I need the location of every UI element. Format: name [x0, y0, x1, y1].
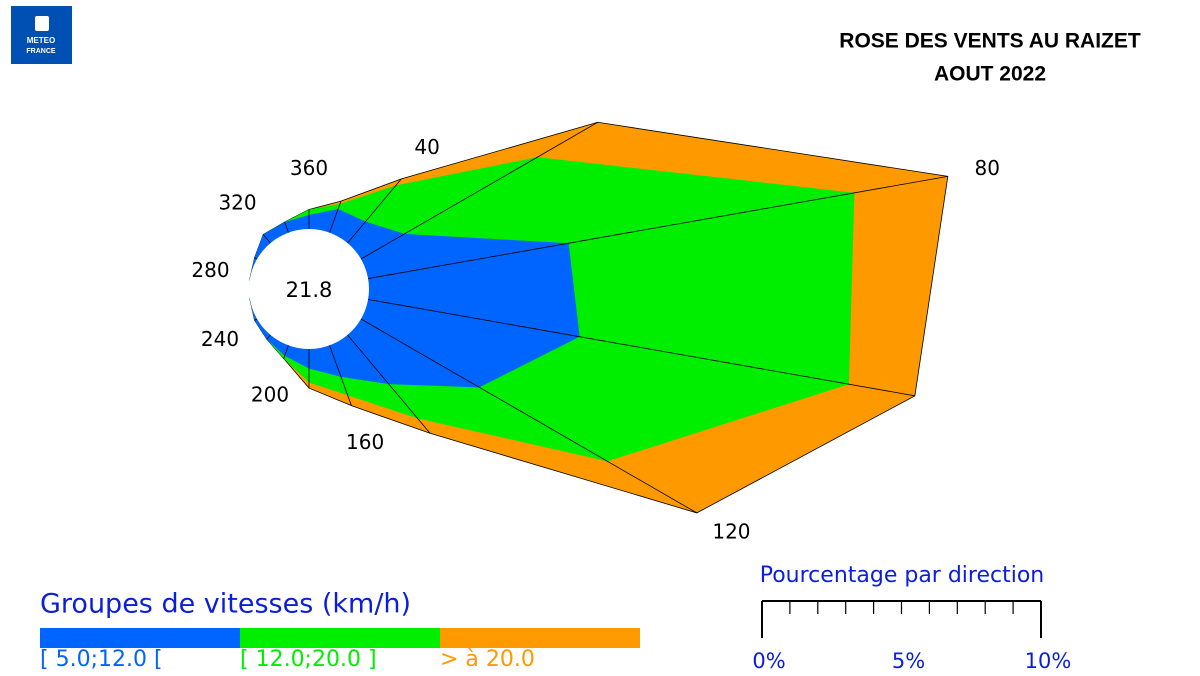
legend-swatch	[440, 628, 640, 648]
direction-label: 200	[251, 383, 289, 407]
direction-label: 160	[346, 430, 384, 454]
direction-label: 240	[201, 327, 239, 351]
direction-label: 80	[975, 156, 1000, 180]
radial-line	[283, 345, 289, 359]
legend-swatch	[40, 628, 240, 648]
radial-line	[254, 257, 258, 260]
logo-icon	[35, 16, 49, 31]
radial-line	[360, 121, 598, 260]
scale-tick-label: 5%	[892, 649, 925, 673]
scale-tick-label: 10%	[1025, 649, 1072, 673]
radial-line	[262, 234, 271, 244]
logo-text: FRANCE	[26, 48, 55, 55]
radial-line	[254, 318, 258, 321]
radial-line	[329, 345, 352, 406]
radial-line	[266, 334, 271, 340]
calm-value: 21.8	[286, 278, 333, 302]
scale-tick-label: 0%	[752, 649, 785, 673]
direction-label: 360	[290, 156, 328, 180]
direction-label: 40	[414, 135, 439, 159]
logo-text: METEO	[27, 36, 55, 45]
radial-line	[368, 175, 948, 279]
radial-line	[360, 318, 698, 514]
logo-box	[11, 6, 72, 64]
calm-circle	[249, 229, 369, 349]
legend-title: Groupes de vitesses (km/h)	[40, 589, 411, 620]
radial-line	[347, 334, 431, 434]
legend-label: [ 5.0;12.0 [	[40, 647, 163, 672]
legend-label: > à 20.0	[440, 647, 535, 672]
legend-label: [ 12.0;20.0 ]	[240, 647, 377, 672]
radial-line	[368, 299, 915, 397]
direction-label: 120	[712, 519, 750, 543]
chart-subtitle: AOUT 2022	[934, 63, 1046, 86]
radial-line	[329, 201, 342, 233]
radial-line	[284, 221, 289, 233]
radial-line	[347, 178, 402, 244]
scale-title: Pourcentage par direction	[760, 563, 1045, 588]
legend-swatch	[240, 628, 440, 648]
direction-label: 320	[218, 190, 256, 214]
direction-label: 280	[191, 258, 229, 282]
chart-title: ROSE DES VENTS AU RAIZET	[839, 30, 1141, 53]
